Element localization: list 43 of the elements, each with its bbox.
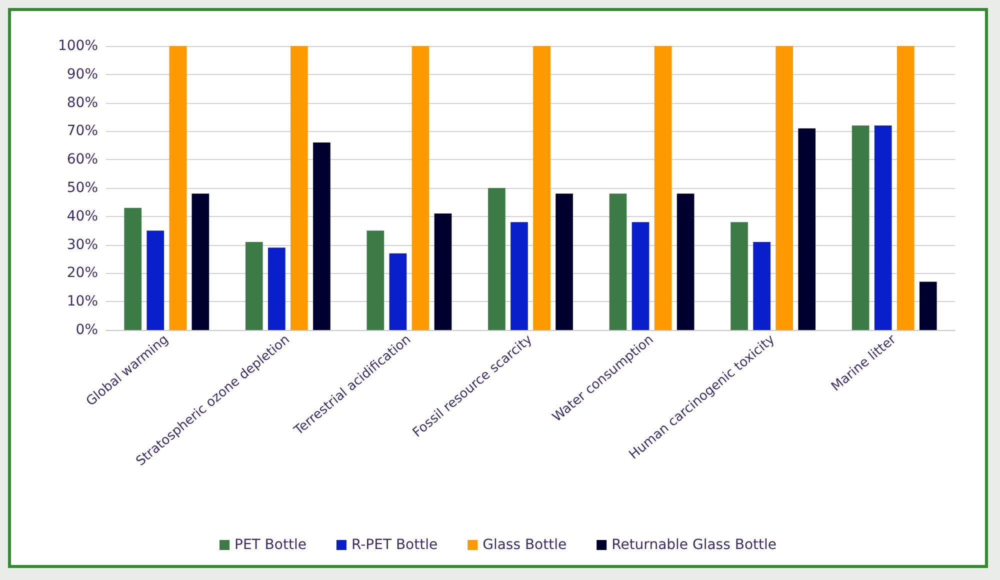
bar (556, 194, 573, 330)
bar (389, 253, 407, 330)
bar (676, 194, 694, 330)
bar (488, 188, 506, 330)
y-tick-label: 90% (66, 66, 98, 82)
y-tick-label: 100% (58, 38, 98, 54)
bar (169, 46, 187, 330)
bar (753, 242, 770, 330)
bar (654, 46, 672, 330)
y-tick-label: 30% (66, 236, 98, 253)
bar (366, 230, 384, 330)
y-tick-label: 50% (66, 180, 98, 196)
bar (146, 230, 164, 330)
bar (609, 194, 627, 330)
y-tick-label: 10% (66, 294, 98, 310)
bar (510, 222, 528, 330)
bar (919, 282, 937, 330)
y-tick-label: 20% (66, 265, 98, 282)
bar (730, 222, 748, 330)
bar (268, 248, 286, 330)
legend-label: Glass Bottle (482, 537, 567, 553)
legend-label: PET Bottle (234, 537, 306, 553)
bar (874, 126, 892, 330)
y-tick-label: 80% (66, 94, 98, 111)
bar (776, 46, 793, 330)
bar (434, 214, 452, 330)
bar (632, 222, 650, 330)
y-tick-label: 60% (66, 152, 98, 168)
bar (290, 46, 308, 330)
bar (852, 126, 870, 330)
y-tick-label: 70% (66, 123, 98, 140)
bar (798, 128, 816, 330)
y-tick-label: 40% (66, 208, 98, 224)
bar (412, 46, 430, 330)
bar (896, 46, 914, 330)
y-tick-label: 0% (76, 322, 98, 338)
legend-label: Returnable Glass Bottle (612, 537, 776, 553)
bar (245, 242, 263, 330)
bar (533, 46, 550, 330)
legend-label: R-PET Bottle (351, 537, 438, 553)
bar (192, 194, 210, 330)
bar (124, 208, 142, 330)
bar (313, 142, 330, 330)
